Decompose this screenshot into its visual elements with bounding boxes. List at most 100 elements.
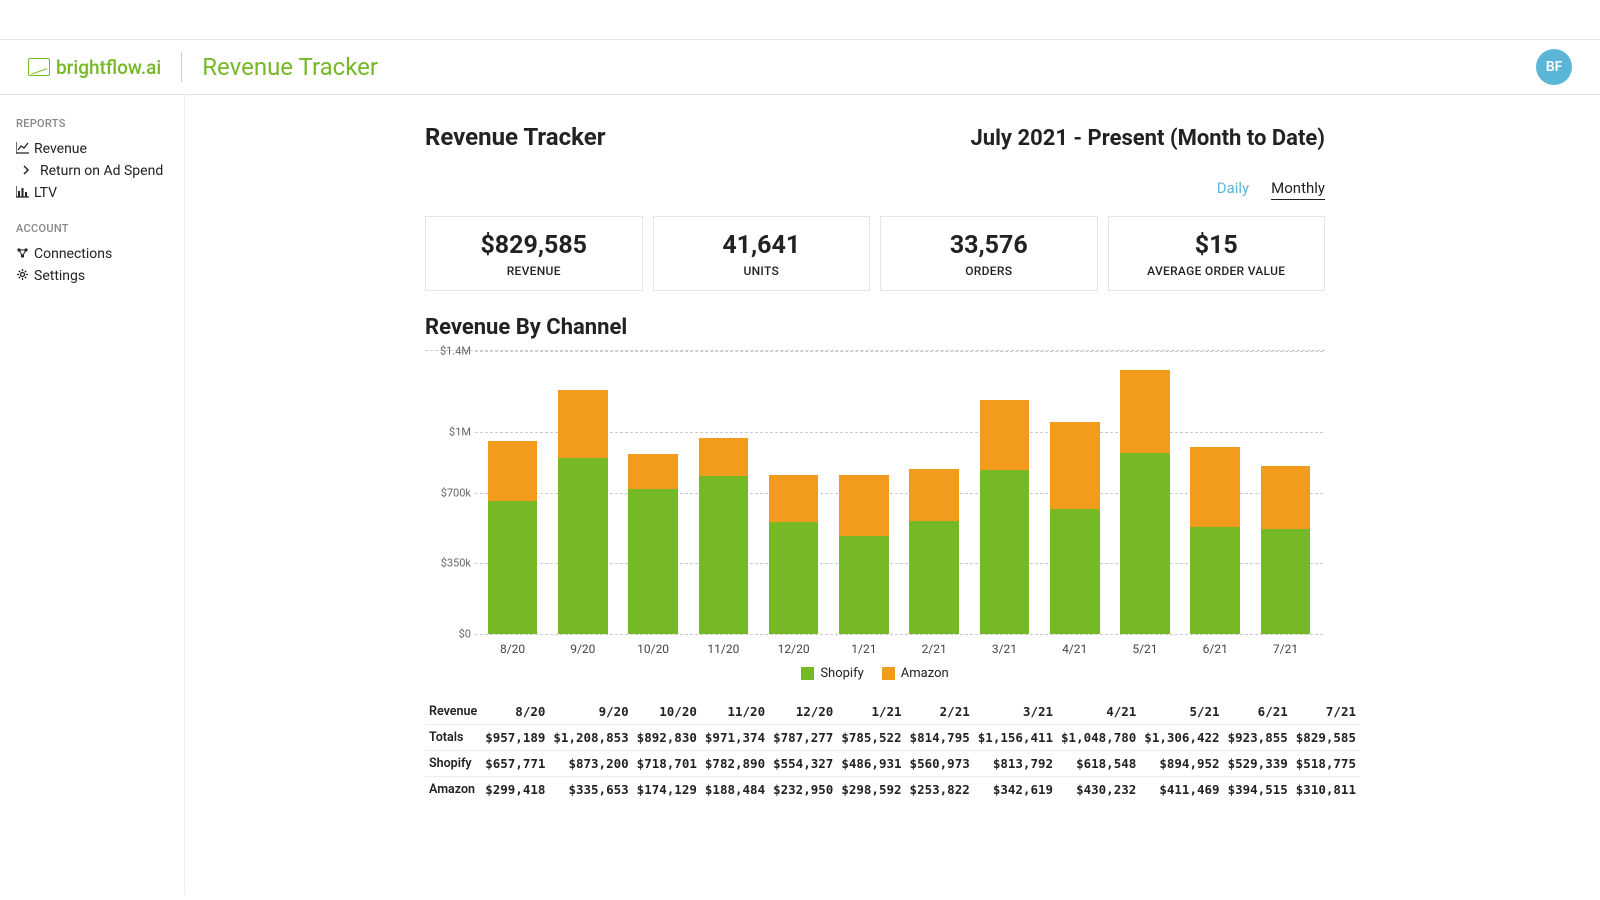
table-cell: $618,548 <box>1057 751 1140 777</box>
table-cell: $892,830 <box>633 725 701 751</box>
chart-bar-segment-amazon <box>488 441 538 502</box>
table-row-label: Totals <box>425 725 481 751</box>
table-cell: $529,339 <box>1224 751 1292 777</box>
chart-bar-segment-shopify <box>1190 527 1240 634</box>
chart-bar-segment-amazon <box>980 400 1030 469</box>
chart-x-label: 2/21 <box>909 642 959 656</box>
chart-x-label: 10/20 <box>628 642 678 656</box>
chart-bar-segment-shopify <box>1261 529 1311 634</box>
chart-bar[interactable]: 10/20 <box>628 351 678 634</box>
table-header: 3/21 <box>974 699 1057 725</box>
chart-x-label: 9/20 <box>558 642 608 656</box>
table-cell: $253,822 <box>906 777 974 803</box>
chart-bar[interactable]: 3/21 <box>980 351 1030 634</box>
chart-bar[interactable]: 5/21 <box>1120 351 1170 634</box>
table-header: 4/21 <box>1057 699 1140 725</box>
sidebar-item-label: LTV <box>34 185 57 201</box>
sidebar-item-label: Return on Ad Spend <box>40 163 163 179</box>
table-row: Shopify$657,771$873,200$718,701$782,890$… <box>425 751 1360 777</box>
metric-label: ORDERS <box>891 264 1087 278</box>
chart-bar[interactable]: 2/21 <box>909 351 959 634</box>
chart-x-label: 4/21 <box>1050 642 1100 656</box>
chart-title: Revenue By Channel <box>425 315 1480 340</box>
table-cell: $394,515 <box>1224 777 1292 803</box>
chart-bar[interactable]: 4/21 <box>1050 351 1100 634</box>
metric-revenue: $829,585 REVENUE <box>425 216 643 291</box>
table-cell: $486,931 <box>837 751 905 777</box>
metric-value: $829,585 <box>436 231 632 260</box>
sidebar: REPORTS Revenue Return on Ad Spend LTV A… <box>0 95 185 895</box>
chart-bar-segment-shopify <box>628 489 678 634</box>
sidebar-item-ltv[interactable]: LTV <box>16 182 168 204</box>
metric-cards: $829,585 REVENUE 41,641 UNITS 33,576 ORD… <box>425 216 1325 291</box>
header-divider <box>181 52 182 82</box>
chart-y-label: $350k <box>427 557 471 570</box>
chart-y-label: $1M <box>427 425 471 438</box>
revenue-table: Revenue8/209/2010/2011/2012/201/212/213/… <box>425 699 1325 802</box>
table-cell: $335,653 <box>549 777 632 803</box>
legend-amazon: Amazon <box>882 666 949 681</box>
sidebar-item-label: Connections <box>34 246 112 262</box>
avatar[interactable]: BF <box>1536 49 1572 85</box>
table-cell: $873,200 <box>549 751 632 777</box>
chart-y-label: $0 <box>427 628 471 641</box>
table-header: 1/21 <box>837 699 905 725</box>
chart-bar[interactable]: 6/21 <box>1190 351 1240 634</box>
chart-bar-segment-amazon <box>769 475 819 522</box>
sidebar-item-connections[interactable]: Connections <box>16 243 168 265</box>
table-cell: $232,950 <box>769 777 837 803</box>
metric-orders: 33,576 ORDERS <box>880 216 1098 291</box>
chart-bar-segment-shopify <box>1120 453 1170 634</box>
metric-value: $15 <box>1119 231 1315 260</box>
chart-bar-segment-amazon <box>1261 466 1311 529</box>
chart-bar-segment-shopify <box>558 458 608 635</box>
chart-x-label: 3/21 <box>980 642 1030 656</box>
sidebar-account-heading: ACCOUNT <box>16 222 168 235</box>
table-cell: $813,792 <box>974 751 1057 777</box>
chart-bar[interactable]: 9/20 <box>558 351 608 634</box>
table-row-label: Shopify <box>425 751 481 777</box>
table-cell: $782,890 <box>701 751 769 777</box>
chart-x-label: 6/21 <box>1190 642 1240 656</box>
header-title: Revenue Tracker <box>202 53 378 81</box>
page-title: Revenue Tracker <box>425 123 606 151</box>
brand-logo-icon <box>28 58 50 76</box>
chart-bar-segment-amazon <box>558 390 608 458</box>
chart-bar-segment-amazon <box>1120 370 1170 453</box>
brand-logo[interactable]: brightflow.ai <box>28 56 161 79</box>
table-header: 6/21 <box>1224 699 1292 725</box>
tab-monthly[interactable]: Monthly <box>1271 179 1325 200</box>
table-cell: $829,585 <box>1292 725 1360 751</box>
sidebar-item-settings[interactable]: Settings <box>16 265 168 287</box>
sidebar-item-roas[interactable]: Return on Ad Spend <box>16 160 168 182</box>
metric-label: AVERAGE ORDER VALUE <box>1119 264 1315 278</box>
chart-bar-segment-amazon <box>699 438 749 476</box>
table-cell: $298,592 <box>837 777 905 803</box>
chart-bar[interactable]: 7/21 <box>1261 351 1311 634</box>
sidebar-item-label: Settings <box>34 268 85 284</box>
chart-bar-segment-amazon <box>909 469 959 520</box>
tab-daily[interactable]: Daily <box>1217 179 1249 200</box>
table-cell: $1,306,422 <box>1140 725 1223 751</box>
chart-bar[interactable]: 8/20 <box>488 351 538 634</box>
table-header: 5/21 <box>1140 699 1223 725</box>
chart-gridline <box>475 634 1323 635</box>
table-row: Totals$957,189$1,208,853$892,830$971,374… <box>425 725 1360 751</box>
chart-bar[interactable]: 11/20 <box>699 351 749 634</box>
sidebar-item-revenue[interactable]: Revenue <box>16 138 168 160</box>
table-cell: $657,771 <box>481 751 549 777</box>
metric-label: REVENUE <box>436 264 632 278</box>
table-cell: $1,048,780 <box>1057 725 1140 751</box>
chart-bar[interactable]: 1/21 <box>839 351 889 634</box>
chart-bar-segment-shopify <box>980 470 1030 635</box>
chart-x-label: 1/21 <box>839 642 889 656</box>
metric-label: UNITS <box>664 264 860 278</box>
revenue-chart: $0$350k$700k$1M$1.4M8/209/2010/2011/2012… <box>425 350 1325 660</box>
chart-bar[interactable]: 12/20 <box>769 351 819 634</box>
table-row-label: Amazon <box>425 777 481 803</box>
table-header: 9/20 <box>549 699 632 725</box>
connections-icon <box>16 247 30 262</box>
chart-x-label: 11/20 <box>699 642 749 656</box>
chart-x-label: 8/20 <box>488 642 538 656</box>
browser-topbar <box>0 0 1600 40</box>
